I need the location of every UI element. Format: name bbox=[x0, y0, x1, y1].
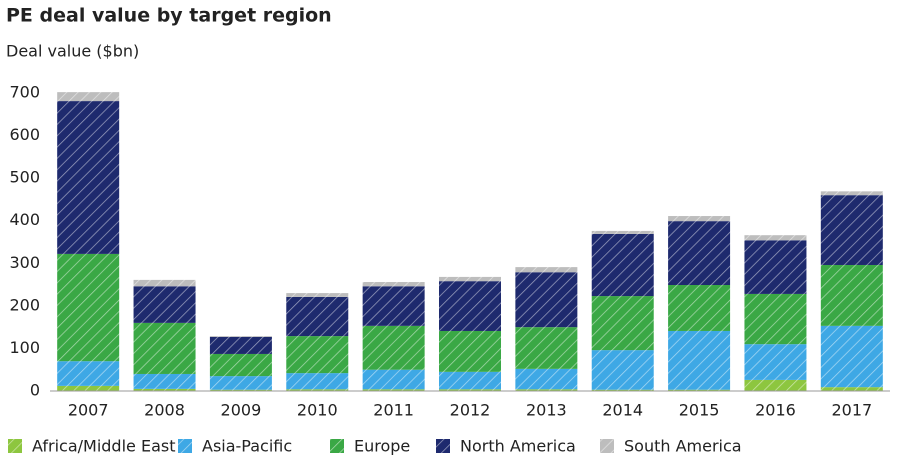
bar-segment bbox=[744, 240, 807, 294]
legend-label: North America bbox=[460, 437, 576, 456]
x-tick-label: 2015 bbox=[679, 401, 720, 420]
bar-segment bbox=[57, 385, 120, 391]
y-tick-label: 100 bbox=[9, 338, 40, 357]
bar-segment bbox=[515, 368, 578, 390]
bar-segment bbox=[362, 369, 425, 390]
bar-segment bbox=[209, 336, 272, 337]
bar-segment bbox=[439, 330, 501, 372]
bar-segment bbox=[668, 221, 731, 285]
chart-title: PE deal value by target region bbox=[6, 5, 332, 27]
bar-segment bbox=[515, 272, 578, 328]
x-tick-label: 2007 bbox=[68, 401, 109, 420]
bar-segment bbox=[209, 376, 272, 390]
bar-segment bbox=[515, 267, 578, 273]
bar-segment bbox=[515, 327, 578, 369]
x-tick-label: 2009 bbox=[221, 401, 262, 420]
x-tick-label: 2011 bbox=[373, 401, 414, 420]
bar-segment bbox=[362, 389, 425, 391]
bar-segment bbox=[133, 286, 196, 323]
bar-segment bbox=[744, 293, 807, 345]
x-tick-label: 2016 bbox=[755, 401, 796, 420]
bar-segment bbox=[57, 101, 120, 254]
legend-swatch bbox=[8, 439, 22, 453]
bar-segment bbox=[57, 253, 120, 362]
legend-label: Asia-Pacific bbox=[202, 437, 292, 456]
bar-segment bbox=[744, 379, 807, 391]
bar-segment bbox=[591, 233, 654, 297]
bar-segment bbox=[286, 389, 349, 391]
bar-segment bbox=[820, 195, 883, 265]
bar-segment bbox=[439, 276, 501, 282]
legend-label: Africa/Middle East bbox=[32, 437, 175, 456]
y-tick-label: 200 bbox=[9, 295, 40, 314]
bar-segment bbox=[362, 282, 425, 287]
legend-swatch bbox=[436, 439, 450, 453]
bar-segment bbox=[286, 296, 349, 337]
bar-segment bbox=[591, 350, 654, 390]
y-tick-label: 400 bbox=[9, 210, 40, 229]
bar-segment bbox=[744, 344, 807, 380]
bar-segment bbox=[286, 293, 349, 297]
bar-segment bbox=[591, 230, 654, 234]
bar-segment bbox=[744, 235, 807, 241]
bar-segment bbox=[439, 371, 501, 390]
x-tick-label: 2017 bbox=[831, 401, 872, 420]
bar-segment bbox=[133, 279, 196, 287]
y-tick-label: 600 bbox=[9, 125, 40, 144]
x-tick-label: 2014 bbox=[602, 401, 643, 420]
bar-segment bbox=[515, 389, 578, 391]
bar-segment bbox=[286, 336, 349, 374]
y-tick-label: 300 bbox=[9, 253, 40, 272]
bar-segment bbox=[439, 389, 501, 391]
bar-segment bbox=[57, 361, 120, 386]
bar-segment bbox=[57, 92, 120, 102]
legend-label: Europe bbox=[354, 437, 410, 456]
legend-label: South America bbox=[624, 437, 742, 456]
y-tick-label: 700 bbox=[9, 83, 40, 102]
bar-segment bbox=[668, 330, 731, 390]
x-tick-label: 2008 bbox=[144, 401, 185, 420]
bar-segment bbox=[133, 322, 196, 374]
bar-segment bbox=[439, 281, 501, 331]
bar-segment bbox=[820, 191, 883, 196]
bar-segment bbox=[362, 286, 425, 326]
x-tick-label: 2012 bbox=[450, 401, 491, 420]
legend-swatch bbox=[178, 439, 192, 453]
bar-segment bbox=[133, 388, 196, 391]
bar-segment bbox=[820, 325, 883, 388]
legend-swatch bbox=[330, 439, 344, 453]
legend-swatch bbox=[600, 439, 614, 453]
bar-segment bbox=[820, 387, 883, 391]
bar-segment bbox=[209, 389, 272, 391]
x-tick-label: 2013 bbox=[526, 401, 567, 420]
bar-segment bbox=[362, 325, 425, 370]
bar-segment bbox=[668, 284, 731, 331]
y-tick-label: 0 bbox=[30, 381, 40, 400]
bar-segment bbox=[286, 373, 349, 390]
bar-segment bbox=[209, 336, 272, 354]
y-tick-label: 500 bbox=[9, 168, 40, 187]
bar-segment bbox=[133, 373, 196, 389]
bar-segment bbox=[668, 389, 731, 391]
y-axis-label: Deal value ($bn) bbox=[6, 42, 139, 61]
bar-segment bbox=[591, 296, 654, 351]
bar-segment bbox=[209, 353, 272, 377]
x-tick-label: 2010 bbox=[297, 401, 338, 420]
bar-segment bbox=[820, 264, 883, 326]
bar-segment bbox=[591, 389, 654, 391]
bar-segment bbox=[668, 216, 731, 222]
